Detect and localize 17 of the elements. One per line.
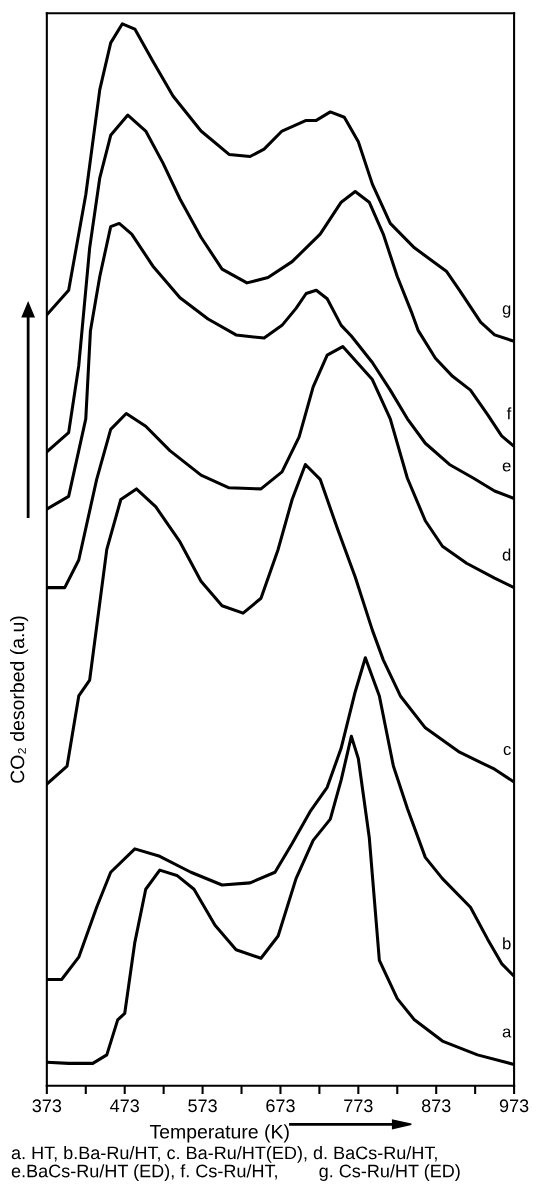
series-label: c [503,745,511,756]
x-tick-label: 573 [188,1099,217,1113]
y-axis-title: CO₂ desorbed (a.u) [10,616,29,783]
series-label: f [506,407,512,420]
x-axis-title: Temperature (K) [149,1124,289,1143]
text: a. HT, b.Ba-Ru/HT, c. Ba-Ru/HT(ED), d. BaCs-Ru/HT, e.BaCs-Ru/HT (ED), f. Cs-Ru/HT, g. Cs-Ru/HT (ED) [11,1146,460,1181]
x-tick-label: 373 [32,1099,62,1113]
series-label: e [502,462,511,472]
series-label: g [502,305,511,318]
series-label: a [502,1028,512,1038]
x-tick-label: 873 [421,1099,451,1113]
x-tick-label: 673 [266,1099,295,1113]
series-label: d [502,548,511,561]
x-tick-label: 773 [344,1099,373,1113]
x-tick-label: 973 [499,1099,529,1113]
x-tick-label: 473 [110,1099,139,1113]
series-label: b [503,937,511,950]
